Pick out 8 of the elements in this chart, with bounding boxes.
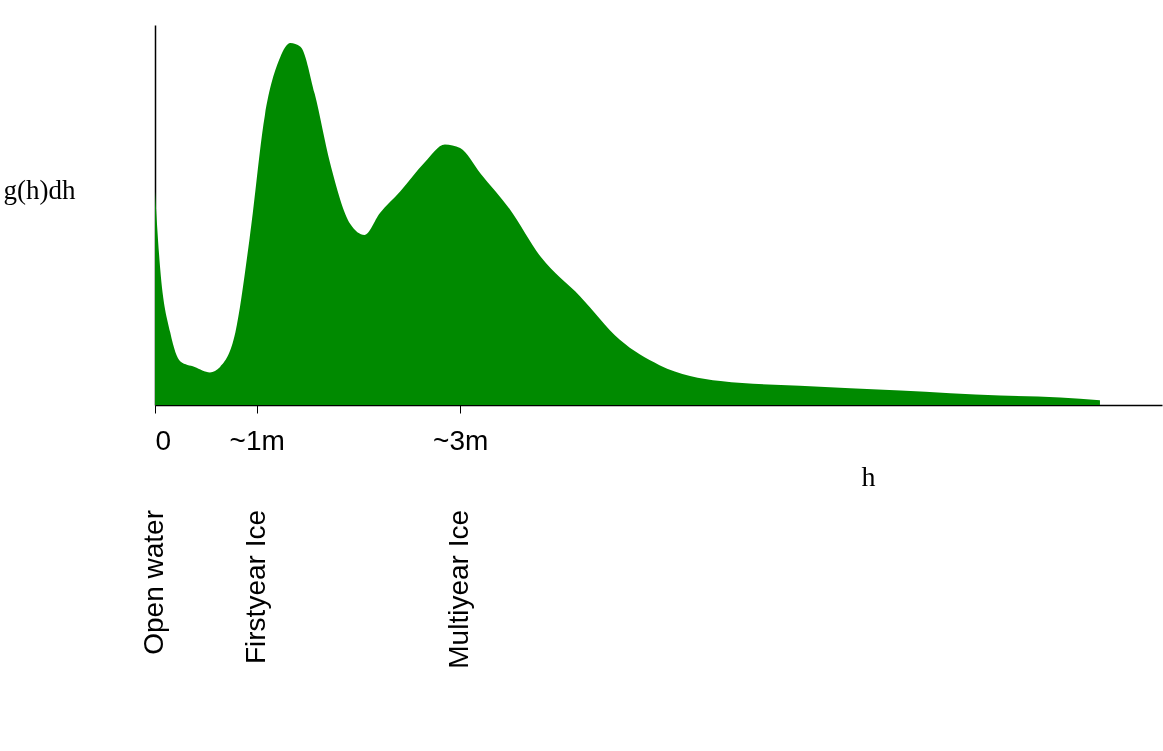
x-tick-label: ~1m (229, 424, 285, 456)
x-tick-label: 0 (155, 424, 172, 456)
y-axis-title: g(h)dh (3, 174, 76, 205)
text: Firstyear Ice (239, 510, 271, 665)
x-axis-title: h (861, 460, 876, 492)
text: Multiyear Ice (443, 510, 475, 669)
x-tick-label: ~3m (433, 424, 489, 456)
text: Open water (138, 510, 169, 655)
